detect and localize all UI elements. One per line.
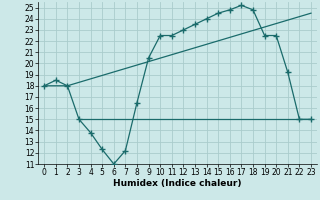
X-axis label: Humidex (Indice chaleur): Humidex (Indice chaleur) — [113, 179, 242, 188]
